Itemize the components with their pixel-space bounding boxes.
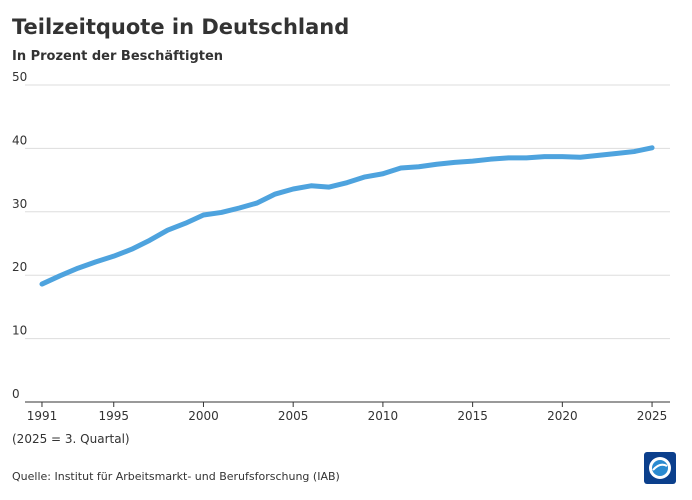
- chart-subtitle: In Prozent der Beschäftigten: [12, 49, 223, 64]
- source: Quelle: Institut für Arbeitsmarkt- und B…: [12, 470, 340, 483]
- line: [39, 145, 655, 287]
- y-tick-label: 40: [12, 133, 27, 147]
- logo: [644, 452, 676, 484]
- x-tick-label: 2010: [368, 409, 399, 423]
- x-tick-label: 1991: [27, 409, 58, 423]
- note: (2025 = 3. Quartal): [12, 432, 130, 446]
- x-tick-label: 2015: [457, 409, 488, 423]
- y-tick-label: 10: [12, 324, 27, 338]
- y-tick-label: 20: [12, 260, 27, 274]
- y-tick-label: 0: [12, 387, 20, 401]
- x-tick-label: 2025: [637, 409, 668, 423]
- x-tick-label: 1995: [98, 409, 129, 423]
- chart-title: Teilzeitquote in Deutschland: [12, 15, 349, 39]
- y-tick-label: 30: [12, 197, 27, 211]
- x-tick-label: 2020: [547, 409, 578, 423]
- x-tick-label: 2000: [188, 409, 219, 423]
- x-tick-label: 2005: [278, 409, 309, 423]
- y-tick-label: 50: [12, 70, 27, 84]
